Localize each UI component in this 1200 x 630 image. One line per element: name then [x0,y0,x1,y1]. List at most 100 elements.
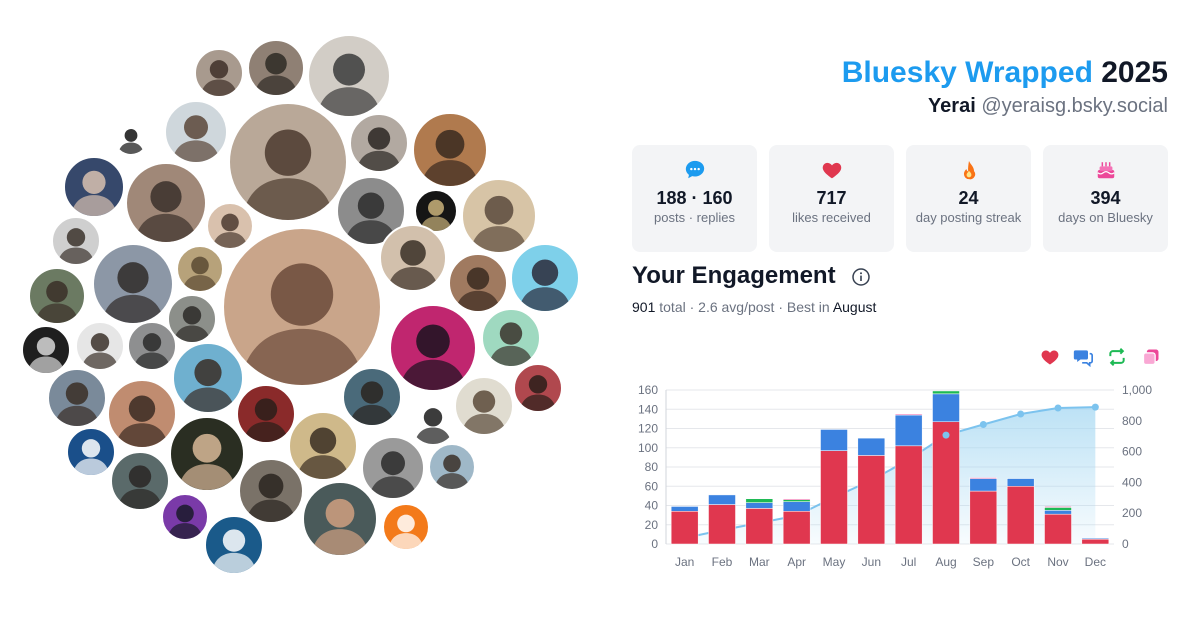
user-line: Yerai @yeraisg.bsky.social [928,95,1168,118]
bar-segment [708,504,736,545]
stat-value: 717 [816,188,847,208]
stat-label: days on Bluesky [1058,210,1153,225]
avatar[interactable] [247,39,305,97]
avatar[interactable] [75,321,125,371]
heart-icon[interactable] [1040,347,1060,367]
y-tick-label: 120 [638,422,658,436]
avatar[interactable] [66,427,116,477]
avatar[interactable] [428,443,476,491]
user-name: Yerai [927,95,976,117]
speech-bubble-icon [685,160,704,179]
avatar[interactable] [161,493,209,541]
stat-card-posts: 188 · 160 posts · replies [632,145,757,252]
wrapped-year: 2025 [1101,56,1168,89]
avatar[interactable] [107,379,177,449]
avatar[interactable] [513,363,563,413]
stat-value: 394 [1090,188,1121,208]
avatar[interactable] [361,436,425,500]
bar-segment [932,393,960,423]
bar-segment [894,445,923,545]
avatar-cloud [21,34,580,575]
avatar[interactable] [92,243,174,325]
avatar[interactable] [454,376,514,436]
repost-icon[interactable] [1107,347,1127,367]
bar-segment [1006,478,1035,487]
bar-segment [857,455,886,545]
x-tick-label: Mar [749,555,770,569]
x-tick-label: Jul [901,555,916,569]
bar-segment [782,511,811,545]
bar-segment [1044,506,1072,508]
bar-segment [1044,513,1072,545]
bar-segment [670,511,699,545]
avatar[interactable] [302,481,378,557]
avatar[interactable] [222,227,382,387]
engagement-summary: 901 total · 2.6 avg/post · Best in Augus… [632,299,876,315]
avatar[interactable] [461,178,537,254]
avatar[interactable] [194,48,244,98]
avatar[interactable] [176,245,224,293]
info-icon[interactable] [851,267,871,287]
best-month: August [832,299,877,315]
bar-segment [1044,507,1072,511]
avatar[interactable] [342,367,402,427]
avatar[interactable] [228,102,348,222]
avatar[interactable] [510,243,580,313]
avatar[interactable] [408,396,458,446]
y-tick-label: 140 [638,402,658,416]
avatar[interactable] [47,368,107,428]
avatar[interactable] [28,267,86,325]
quote-icon[interactable] [1141,347,1161,367]
avatar[interactable] [21,325,71,375]
cumulative-point [1091,403,1099,411]
engagement-total-word: total [659,299,686,315]
avatar[interactable] [379,224,447,292]
avatar[interactable] [63,156,125,218]
bar-segment [969,478,998,492]
y-tick-label: 40 [645,499,659,513]
y2-tick-label: 400 [1122,475,1142,489]
avatar[interactable] [164,100,228,164]
bar-segment [969,477,998,479]
avatar[interactable] [125,162,207,244]
bar-segment [820,429,848,451]
avatar[interactable] [167,294,217,344]
avatar[interactable] [412,112,488,188]
reply-bubble-icon[interactable] [1073,347,1093,367]
avatar[interactable] [110,451,170,511]
x-tick-label: Nov [1047,555,1068,569]
avatar[interactable] [307,34,391,118]
stat-card-days: 394 days on Bluesky [1043,145,1168,252]
avatar[interactable] [113,120,149,156]
cake-icon [1096,162,1115,179]
avatar[interactable] [389,304,477,392]
y2-tick-label: 800 [1122,414,1142,428]
y-tick-label: 80 [645,460,659,474]
avatar[interactable] [448,253,508,313]
avatar[interactable] [481,308,541,368]
avatar[interactable] [238,458,304,524]
avatar[interactable] [382,503,430,551]
stat-label: likes received [792,210,871,225]
y-tick-label: 100 [638,441,658,455]
avatar[interactable] [204,515,264,575]
cumulative-point [1054,404,1062,412]
bar-segment [708,494,736,505]
bar-segment [745,508,774,545]
avatar[interactable] [236,384,296,444]
y-tick-label: 0 [651,537,658,551]
engagement-summary-text: · 2.6 avg/post · Best in [689,299,830,315]
x-tick-label: Jun [862,555,881,569]
avatar[interactable] [51,216,101,266]
avatar[interactable] [288,411,358,481]
avatar[interactable] [336,176,406,246]
avatar[interactable] [349,113,409,173]
y-tick-label: 160 [638,383,658,397]
avatar[interactable] [169,416,245,492]
cumulative-point [942,431,950,439]
bar-segment [820,450,848,545]
avatar[interactable] [172,342,244,414]
avatar[interactable] [206,202,254,250]
y2-tick-label: 1,000 [1122,383,1152,397]
avatar[interactable] [127,321,177,371]
